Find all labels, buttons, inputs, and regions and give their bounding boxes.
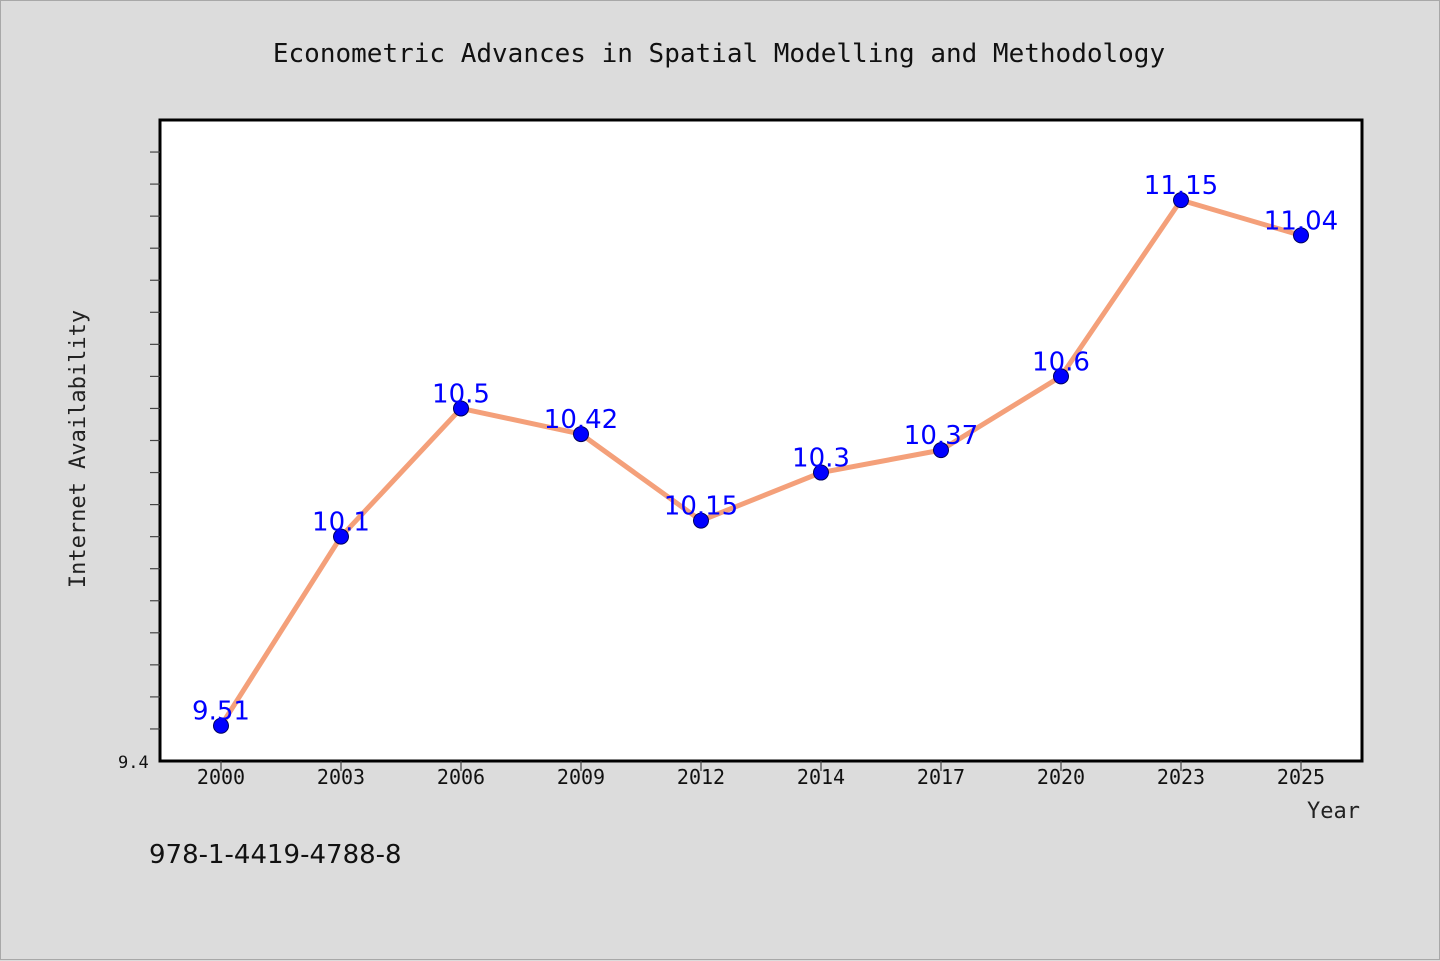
data-label-2012: 10.15 — [664, 492, 738, 522]
x-axis-ticks — [220, 761, 1302, 771]
x-tick-label-2012: 2012 — [677, 765, 725, 789]
data-point-2014 — [813, 464, 829, 481]
data-label-2020: 10.6 — [1032, 347, 1090, 377]
data-label-2014: 10.3 — [792, 444, 850, 474]
data-label-2023: 11.15 — [1144, 171, 1218, 201]
x-tick-label-2003: 2003 — [317, 765, 365, 789]
data-label-2017: 10.37 — [904, 421, 978, 451]
data-point-2006 — [453, 400, 469, 417]
x-tick-label-2006: 2006 — [437, 765, 485, 789]
data-point-2000 — [213, 717, 229, 734]
series-line — [218, 197, 1304, 729]
y-axis-label: Internet Availability — [66, 310, 91, 588]
x-tick-label-2014: 2014 — [797, 765, 845, 789]
x-tick-label-2009: 2009 — [557, 765, 605, 789]
data-point-2003 — [333, 528, 349, 545]
data-point-2012 — [693, 512, 709, 529]
x-axis-label: Year — [1307, 799, 1360, 824]
x-tick-label-2000: 2000 — [197, 765, 245, 789]
x-axis-tick-labels: 2000 2003 2006 2009 2012 2014 2017 2020 2023 2025 — [197, 765, 1325, 789]
isbn-label: 978-1-4419-4788-8 — [149, 840, 402, 870]
data-point-2009 — [573, 426, 589, 443]
data-point-2020 — [1053, 368, 1069, 385]
x-tick-label-2020: 2020 — [1037, 765, 1085, 789]
x-tick-label-2017: 2017 — [917, 765, 965, 789]
data-label-2006: 10.5 — [432, 379, 490, 409]
data-label-2009: 10.42 — [544, 405, 618, 435]
data-markers — [213, 192, 1309, 734]
y-axis-min-label: 9.4 — [118, 753, 149, 773]
data-point-2025 — [1293, 227, 1309, 244]
x-tick-label-2023: 2023 — [1157, 765, 1205, 789]
x-tick-label-2025: 2025 — [1277, 765, 1325, 789]
data-label-2025: 11.04 — [1264, 206, 1338, 236]
chart-title: Econometric Advances in Spatial Modellin… — [273, 39, 1165, 69]
data-labels: 9.51 10.1 10.5 10.42 10.15 10.3 10.37 10.6 11.15… — [192, 171, 1338, 727]
y-axis-ticks — [150, 151, 160, 730]
data-label-2003: 10.1 — [312, 508, 370, 538]
plot-area — [158, 118, 1364, 763]
data-label-2000: 9.51 — [192, 697, 250, 727]
data-point-2017 — [933, 442, 949, 459]
data-point-2023 — [1173, 192, 1189, 209]
